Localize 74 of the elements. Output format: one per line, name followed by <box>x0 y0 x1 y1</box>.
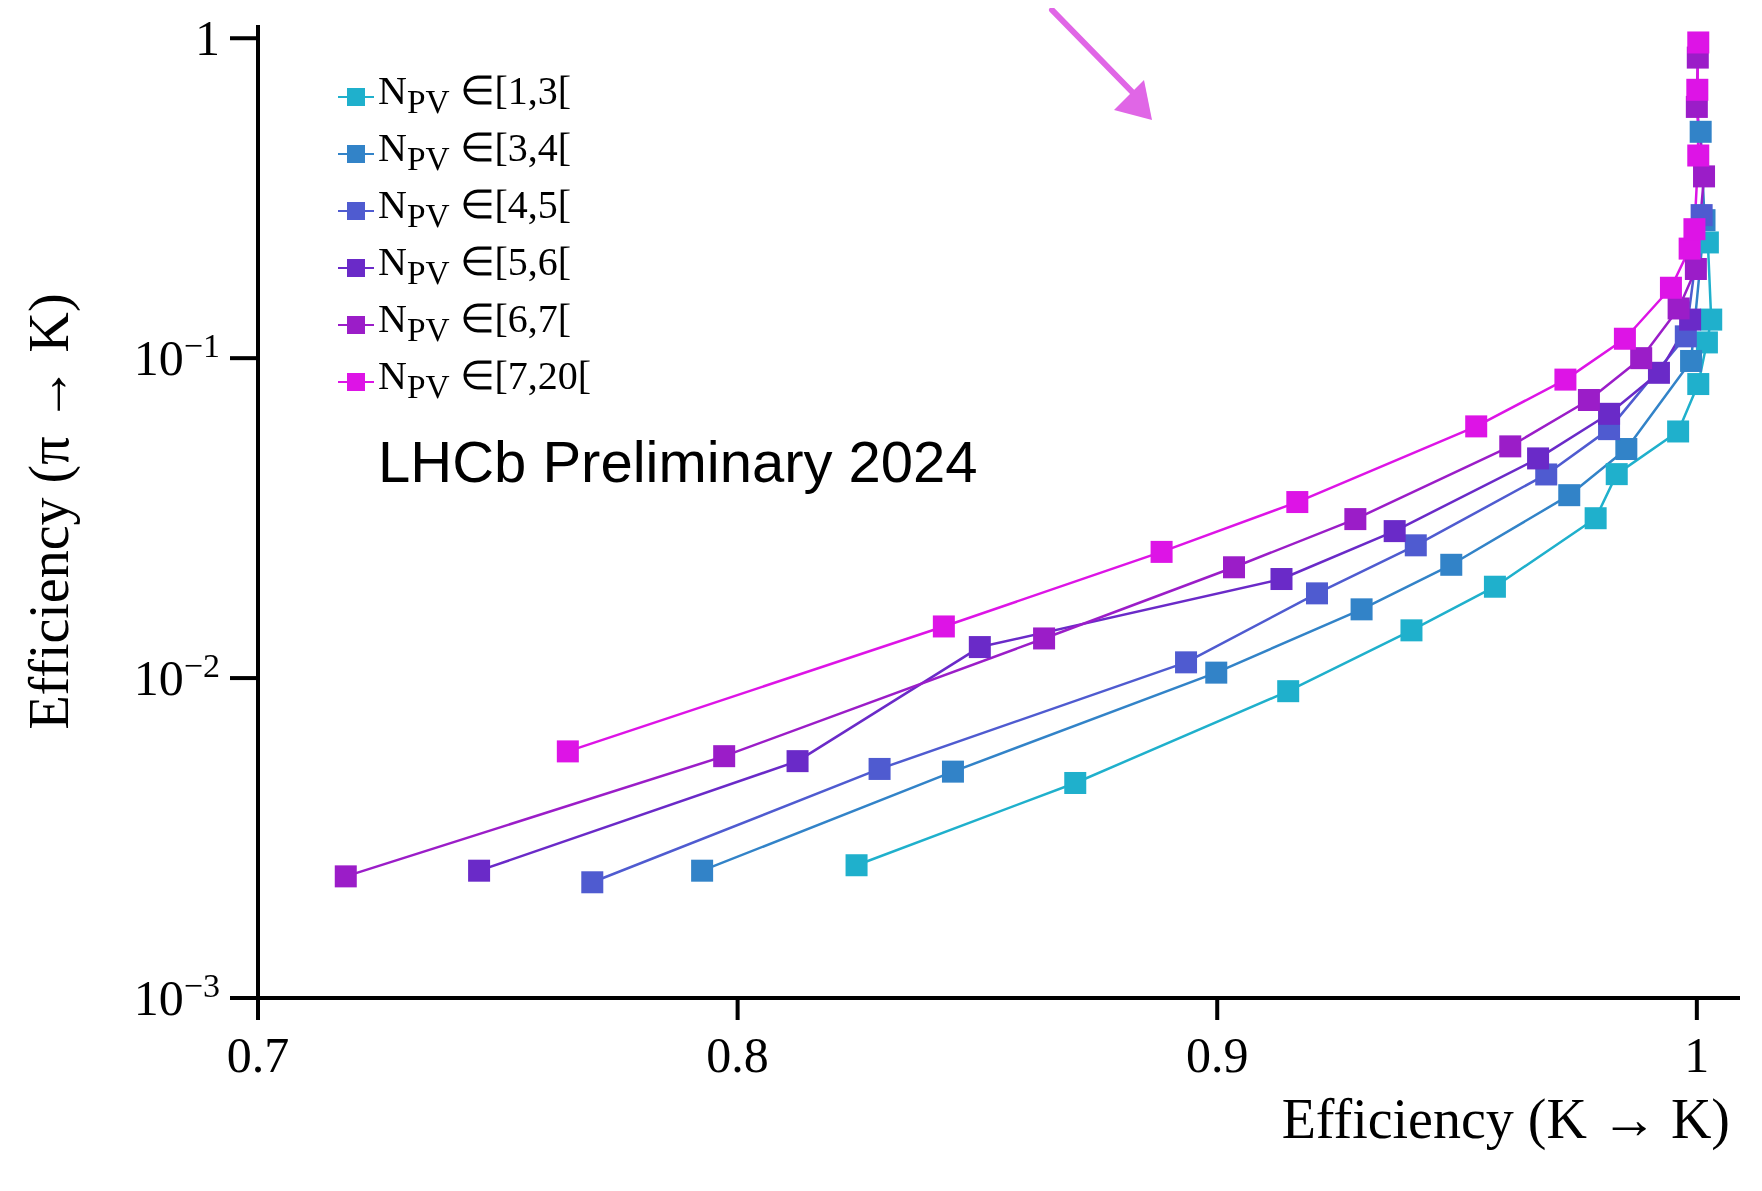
point <box>1647 361 1670 384</box>
point <box>941 760 964 783</box>
point <box>1667 420 1690 443</box>
y-tick-label: 10$^{−1}$ <box>133 326 220 387</box>
legend-label: N$_{PV}$ ∈[6,7[ <box>378 296 572 350</box>
point <box>1350 598 1373 621</box>
legend-label: N$_{PV}$ ∈[3,4[ <box>378 125 572 179</box>
point <box>556 740 579 763</box>
point <box>581 871 604 894</box>
point <box>968 636 991 659</box>
point <box>1630 347 1653 370</box>
x-axis-title: Efficiency (K → K) <box>1281 1088 1730 1151</box>
point <box>932 615 955 638</box>
point <box>1695 331 1718 354</box>
point <box>1689 120 1712 143</box>
point <box>1270 568 1293 591</box>
x-tick-label: 0.9 <box>1185 1027 1249 1083</box>
point <box>334 865 357 888</box>
x-tick-label: 0.8 <box>706 1027 769 1083</box>
point <box>1277 680 1300 703</box>
point <box>713 745 736 768</box>
x-tick-label: 1 <box>1684 1027 1710 1083</box>
point <box>1527 447 1550 470</box>
legend-label: N$_{PV}$ ∈[5,6[ <box>378 239 572 293</box>
y-tick-label: 10$^{−3}$ <box>133 966 220 1026</box>
point <box>1693 165 1716 188</box>
point <box>1687 373 1710 396</box>
point <box>1404 534 1427 557</box>
point <box>1700 308 1723 331</box>
point <box>691 859 714 882</box>
point <box>1383 520 1406 543</box>
point <box>1483 575 1506 598</box>
point <box>468 859 491 882</box>
point <box>1667 297 1690 320</box>
point <box>1687 144 1710 167</box>
point <box>1033 627 1056 650</box>
point <box>1400 619 1423 642</box>
point <box>1577 389 1600 411</box>
point <box>1150 540 1173 563</box>
legend-label: N$_{PV}$ ∈[4,5[ <box>378 182 572 236</box>
point <box>1687 31 1710 54</box>
y-axis-title: Efficiency (π → K) <box>17 293 81 730</box>
legend-label: N$_{PV}$ ∈[1,3[ <box>378 68 572 122</box>
point <box>1344 508 1367 531</box>
point <box>1205 661 1228 684</box>
point <box>1223 556 1246 579</box>
y-tick-label: 10$^{−2}$ <box>133 646 220 707</box>
point <box>1598 402 1621 425</box>
point <box>1584 507 1607 530</box>
legend-label: N$_{PV}$ ∈[7,20[ <box>378 353 592 407</box>
point <box>1305 582 1328 605</box>
point <box>1605 463 1628 486</box>
point <box>845 854 868 877</box>
x-tick-label: 0.7 <box>226 1027 290 1083</box>
point <box>1558 484 1581 507</box>
point <box>1465 415 1488 438</box>
y-tick-label: 1 <box>195 10 220 67</box>
point <box>1659 276 1682 299</box>
point <box>1554 368 1577 391</box>
point <box>868 757 891 780</box>
point <box>786 750 809 773</box>
point <box>1499 435 1522 458</box>
point <box>1686 78 1709 101</box>
point <box>1440 553 1463 576</box>
point <box>1175 651 1198 674</box>
point <box>1615 438 1638 461</box>
point <box>1680 349 1703 372</box>
point <box>1684 257 1707 280</box>
point <box>1683 218 1706 241</box>
point <box>1286 491 1309 514</box>
point <box>1613 327 1636 350</box>
point <box>1678 237 1701 260</box>
point <box>1064 771 1087 794</box>
annotation: LHCb Preliminary 2024 <box>378 428 978 495</box>
